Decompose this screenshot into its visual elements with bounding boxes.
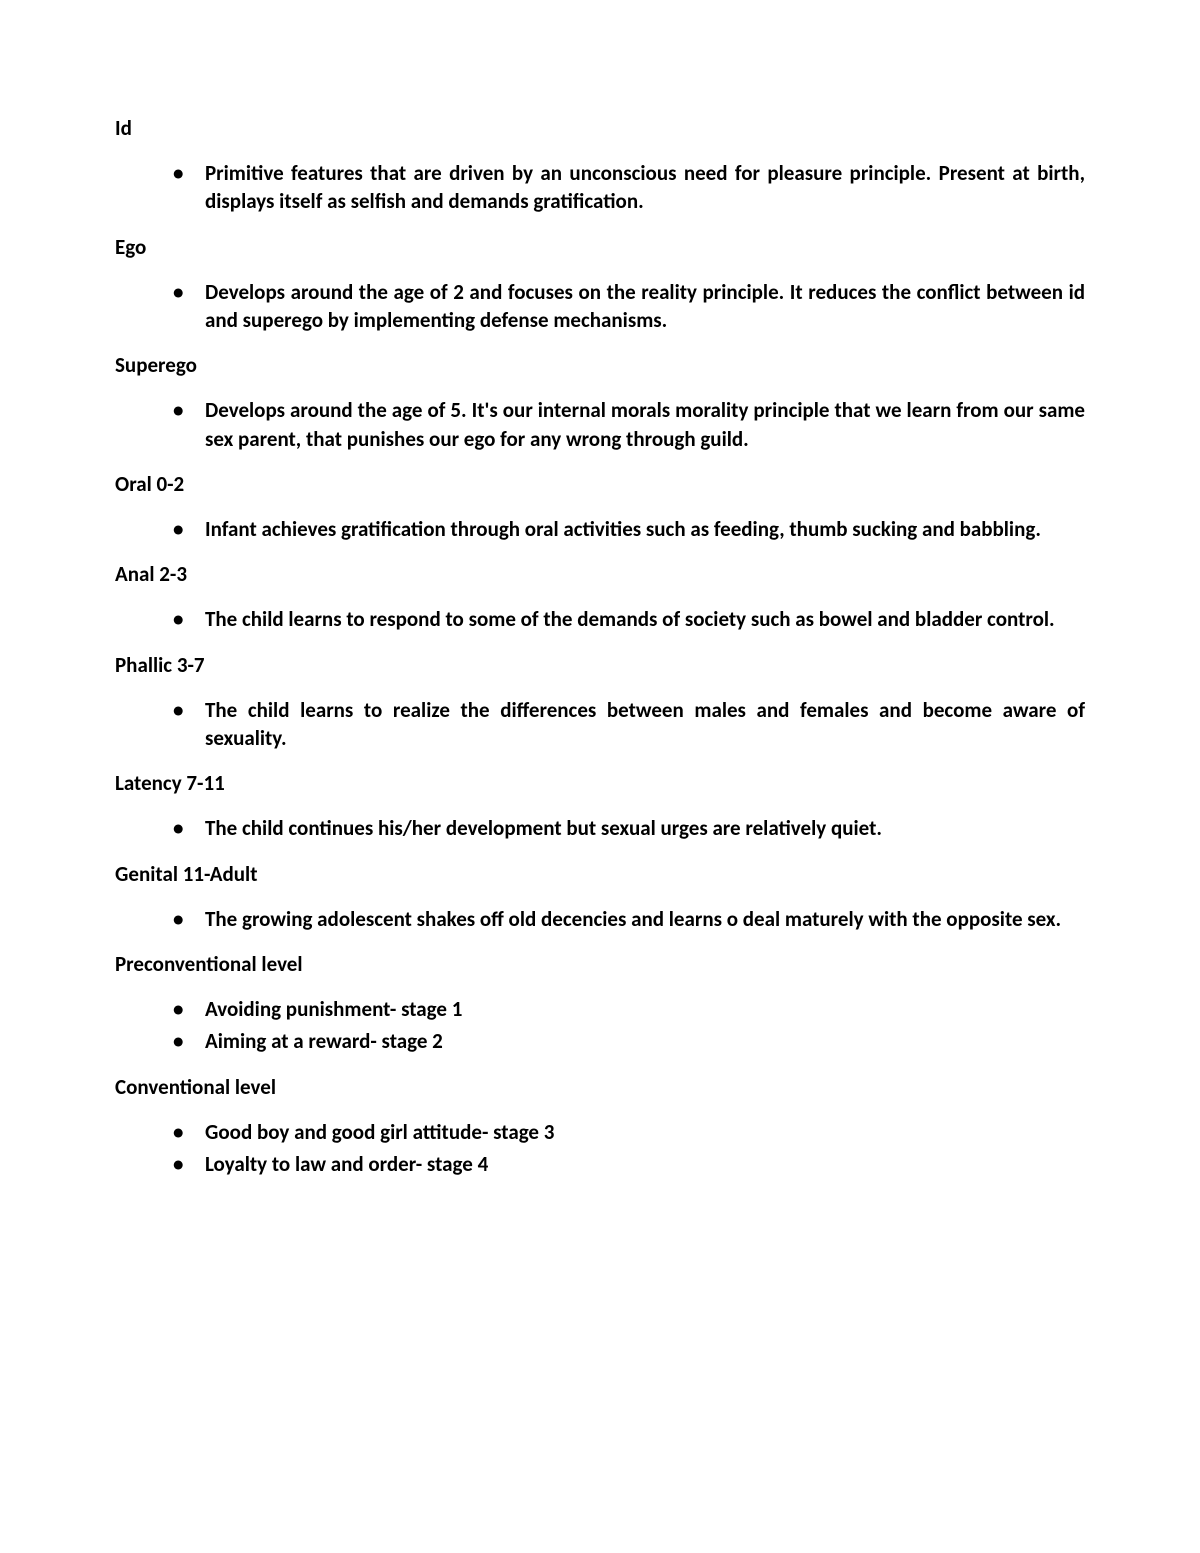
bullet-list: The child continues his/her development … — [115, 814, 1085, 842]
bullet-list: The growing adolescent shakes off old de… — [115, 905, 1085, 933]
list-item: Develops around the age of 2 and focuses… — [155, 278, 1085, 335]
bullet-list: The child learns to realize the differen… — [115, 696, 1085, 753]
list-item: Loyalty to law and order- stage 4 — [155, 1150, 1085, 1178]
list-item: Aiming at a reward- stage 2 — [155, 1027, 1085, 1055]
list-item: The child learns to respond to some of t… — [155, 605, 1085, 633]
section-heading: Phallic 3-7 — [115, 652, 1085, 678]
section-heading: Conventional level — [115, 1074, 1085, 1100]
bullet-list: Develops around the age of 2 and focuses… — [115, 278, 1085, 335]
bullet-list: Infant achieves gratification through or… — [115, 515, 1085, 543]
list-item: The growing adolescent shakes off old de… — [155, 905, 1085, 933]
list-item: Good boy and good girl attitude- stage 3 — [155, 1118, 1085, 1146]
bullet-list: The child learns to respond to some of t… — [115, 605, 1085, 633]
list-item: Avoiding punishment- stage 1 — [155, 995, 1085, 1023]
list-item: Develops around the age of 5. It's our i… — [155, 396, 1085, 453]
bullet-list: Avoiding punishment- stage 1 Aiming at a … — [115, 995, 1085, 1056]
document-body: Id Primitive features that are driven by … — [115, 115, 1085, 1179]
section-heading: Anal 2-3 — [115, 561, 1085, 587]
section-heading: Superego — [115, 352, 1085, 378]
section-heading: Id — [115, 115, 1085, 141]
section-heading: Latency 7-11 — [115, 770, 1085, 796]
section-heading: Genital 11-Adult — [115, 861, 1085, 887]
list-item: The child continues his/her development … — [155, 814, 1085, 842]
list-item: Primitive features that are driven by an… — [155, 159, 1085, 216]
list-item: The child learns to realize the differen… — [155, 696, 1085, 753]
section-heading: Ego — [115, 234, 1085, 260]
section-heading: Oral 0-2 — [115, 471, 1085, 497]
section-heading: Preconventional level — [115, 951, 1085, 977]
bullet-list: Good boy and good girl attitude- stage 3… — [115, 1118, 1085, 1179]
list-item: Infant achieves gratification through or… — [155, 515, 1085, 543]
bullet-list: Primitive features that are driven by an… — [115, 159, 1085, 216]
bullet-list: Develops around the age of 5. It's our i… — [115, 396, 1085, 453]
